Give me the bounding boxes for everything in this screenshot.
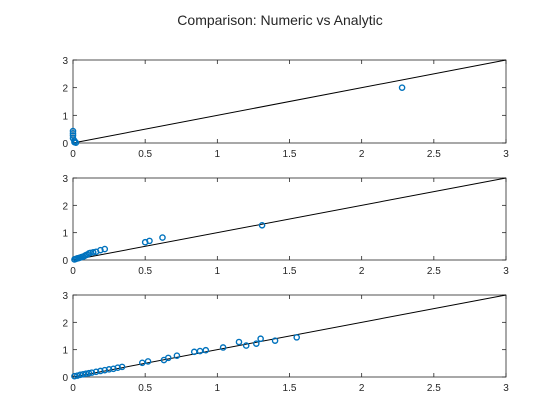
- data-point: [76, 371, 84, 379]
- y-tick-label: 1: [62, 346, 68, 357]
- x-tick-label: 0: [70, 266, 76, 277]
- x-tick-label: 0.5: [138, 383, 152, 394]
- x-tick-label: 0: [70, 383, 76, 394]
- y-tick-label: 2: [62, 84, 68, 95]
- x-tick-label: 3: [503, 266, 509, 277]
- data-point: [146, 237, 153, 245]
- x-tick-label: 2: [359, 383, 365, 394]
- data-point: [271, 337, 279, 344]
- x-tick-label: 1: [215, 383, 221, 394]
- data-point: [85, 369, 93, 377]
- data-point: [235, 338, 243, 346]
- x-tick-label: 1: [215, 266, 221, 277]
- data-point: [101, 366, 109, 374]
- data-point: [101, 245, 109, 253]
- y-tick-label: 0: [62, 139, 68, 150]
- data-point: [258, 221, 266, 229]
- x-tick-label: 0: [70, 149, 76, 160]
- x-tick-label: 1.5: [283, 383, 297, 394]
- data-point: [398, 84, 406, 91]
- data-point: [105, 366, 113, 373]
- data-point: [138, 359, 146, 367]
- data-point: [242, 342, 250, 349]
- data-point: [114, 364, 122, 372]
- y-tick-label: 2: [62, 201, 68, 212]
- data-point: [87, 249, 94, 257]
- x-tick-label: 2.5: [427, 383, 441, 394]
- data-point: [92, 368, 100, 376]
- data-point: [118, 363, 126, 371]
- x-tick-label: 1.5: [283, 149, 297, 160]
- data-point: [79, 370, 87, 378]
- data-point: [253, 340, 260, 347]
- reference-line: [72, 59, 507, 144]
- data-point: [88, 369, 96, 376]
- data-point: [69, 127, 77, 135]
- x-tick-label: 2.5: [427, 266, 441, 277]
- data-point: [72, 139, 80, 147]
- data-point: [202, 346, 210, 354]
- data-point: [159, 234, 166, 241]
- x-tick-label: 0.5: [138, 149, 152, 160]
- y-tick-label: 2: [62, 318, 68, 329]
- x-tick-label: 1: [215, 149, 221, 160]
- x-tick-label: 3: [503, 149, 509, 160]
- y-tick-label: 3: [62, 56, 68, 67]
- data-point: [89, 249, 97, 256]
- data-point: [144, 358, 152, 365]
- data-point: [257, 335, 264, 343]
- y-tick-label: 1: [62, 111, 68, 122]
- x-tick-label: 2: [359, 149, 365, 160]
- x-tick-label: 2: [359, 266, 365, 277]
- data-point: [71, 372, 78, 380]
- data-point: [82, 370, 90, 378]
- reference-line: [72, 294, 507, 378]
- x-tick-label: 0.5: [138, 266, 152, 277]
- data-point: [97, 367, 104, 375]
- data-point: [173, 352, 181, 359]
- y-tick-label: 1: [62, 229, 68, 240]
- x-tick-label: 1.5: [283, 266, 297, 277]
- subplot-3: 0 0.5 1 1.5 2 2.5 3 0 1 2 3: [62, 291, 509, 394]
- y-tick-label: 3: [62, 174, 68, 185]
- subplot-1: 0 0.5 1 1.5 2 2.5 3 0 1 2 3: [62, 56, 509, 160]
- reference-line: [72, 177, 507, 261]
- y-tick-label: 0: [62, 256, 68, 267]
- x-tick-label: 2.5: [427, 149, 441, 160]
- data-point: [164, 354, 172, 362]
- data-point: [219, 344, 227, 351]
- x-tick-label: 3: [503, 383, 509, 394]
- y-tick-label: 3: [62, 291, 68, 302]
- figure-title: Comparison: Numeric vs Analytic: [177, 12, 383, 28]
- data-point: [74, 372, 81, 379]
- subplot-2: 0 0.5 1 1.5 2 2.5 3 0 1 2 3: [62, 174, 509, 277]
- y-tick-label: 0: [62, 373, 68, 384]
- data-point: [293, 334, 301, 341]
